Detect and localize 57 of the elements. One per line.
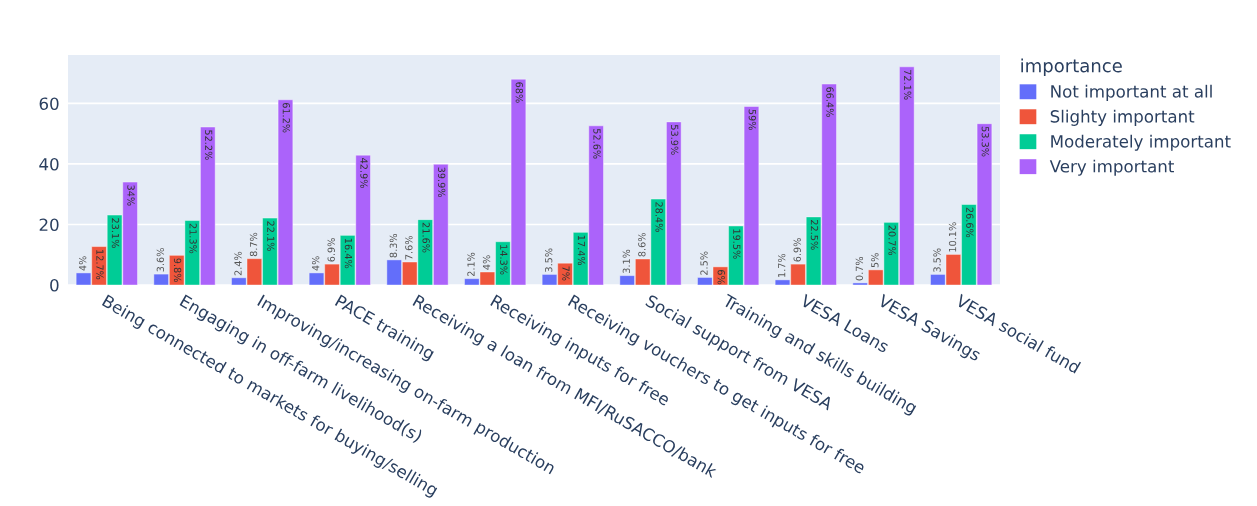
data-label: 68% — [515, 82, 523, 103]
data-label: 4% — [79, 256, 87, 271]
data-label: 12.7% — [96, 250, 104, 280]
legend-label: Not important at all — [1051, 84, 1212, 101]
data-label: 3.6% — [156, 248, 165, 272]
data-label: 21.6% — [422, 222, 430, 253]
data-label: 53.9% — [670, 125, 679, 155]
data-label: 10.1% — [948, 222, 957, 252]
data-label: 4% — [482, 255, 491, 270]
data-label: 52.6% — [593, 128, 601, 159]
y-tick-label: 20 — [39, 218, 59, 232]
y-tick-label: 60 — [39, 97, 59, 110]
legend-label: Slighty important — [1050, 109, 1195, 126]
data-label: 3.5% — [545, 248, 553, 272]
data-label: 6.9% — [327, 238, 335, 262]
data-label: 7.6% — [405, 236, 413, 260]
data-label: 6.9% — [793, 238, 801, 262]
legend-title: importance — [1021, 58, 1122, 76]
data-label: 22.1% — [267, 221, 275, 251]
data-label: 3.5% — [933, 248, 941, 272]
data-label: 7% — [562, 266, 570, 281]
data-label: 14.3% — [500, 245, 508, 275]
data-label: 21.3% — [189, 223, 197, 254]
data-label: 39.9% — [437, 167, 446, 198]
data-label: 72.1% — [903, 70, 912, 100]
data-label: 42.9% — [360, 158, 368, 188]
data-label: 61.2% — [282, 102, 290, 133]
data-label: 8.6% — [638, 232, 646, 257]
data-label: 0.7% — [855, 256, 864, 281]
data-label: 2.4% — [234, 251, 242, 276]
data-label: 16.4% — [344, 238, 353, 269]
data-label: 59% — [748, 109, 756, 130]
data-label: 6% — [717, 269, 725, 285]
data-label: 34% — [127, 185, 135, 206]
data-label: 19.5% — [733, 229, 741, 259]
legend-label: Very important — [1049, 159, 1174, 176]
data-label: 8.3% — [389, 233, 398, 258]
data-label: 23.1% — [111, 218, 120, 248]
data-label: 4% — [312, 256, 320, 271]
data-label: 28.4% — [655, 202, 663, 232]
data-label: 52.2% — [204, 130, 213, 160]
data-label: 66.4% — [826, 87, 834, 117]
data-label: 5% — [871, 253, 879, 268]
data-label: 9.8% — [173, 258, 182, 282]
data-label: 26.6% — [966, 207, 974, 238]
data-label: 20.7% — [888, 225, 896, 256]
data-label: 3.1% — [622, 249, 631, 274]
data-label: 53.3% — [981, 126, 989, 157]
y-tick-label: 40 — [39, 157, 59, 171]
data-label: 8.7% — [249, 232, 258, 257]
data-label: 22.5% — [810, 220, 819, 250]
y-tick-label: 0 — [50, 278, 59, 292]
data-label: 2.1% — [467, 252, 475, 277]
data-label: 2.5% — [700, 251, 708, 275]
data-label: 1.7% — [778, 253, 786, 277]
legend-label: Moderately important — [1051, 134, 1231, 151]
data-label: 17.4% — [577, 235, 586, 266]
